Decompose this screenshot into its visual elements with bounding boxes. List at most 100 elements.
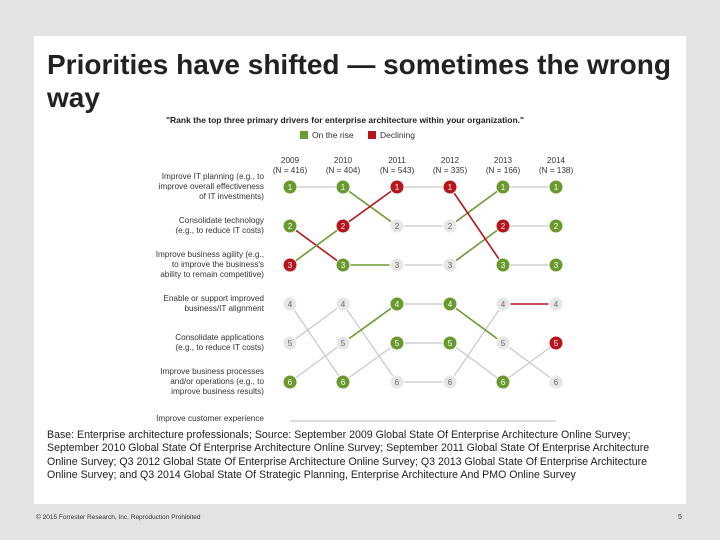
rank-number: 3: [395, 261, 400, 270]
rank-circle: [282, 296, 298, 312]
column-year: 2014: [546, 156, 566, 165]
rank-number: 4: [341, 300, 346, 309]
rank-number: 3: [448, 261, 453, 270]
series-line-segment: [289, 303, 344, 344]
rank-circle: [495, 179, 511, 195]
rank-number: 3: [501, 261, 506, 270]
row-label-line: ability to remain competitive): [160, 270, 264, 279]
row-label-line: Improve business agility (e.g.,: [155, 250, 264, 259]
row-label: Improve business processes and/or operati…: [160, 367, 264, 397]
copyright: © 2015 Forrester Research, Inc. Reproduc…: [36, 514, 201, 521]
rank-number: 5: [288, 339, 293, 348]
rank-number: 4: [395, 300, 400, 309]
series-line-segment: [449, 303, 504, 344]
column-year: 2011: [388, 156, 406, 165]
row-label-line: (e.g., to reduce IT costs): [175, 226, 264, 235]
row-label-line: improve business results): [171, 387, 264, 396]
row-label: Improve IT planning (e.g., to improve ove…: [159, 172, 264, 202]
column-year: 2009: [280, 156, 300, 165]
legend-item-declining: Declining: [368, 130, 415, 140]
rank-circle: [442, 179, 458, 195]
rank-circle: [495, 374, 511, 390]
chart-question: "Rank the top three primary drivers for …: [166, 115, 525, 125]
rank-number: 2: [448, 222, 453, 231]
column-n: (N = 416): [272, 166, 308, 175]
rank-number: 4: [288, 300, 293, 309]
rank-number: 6: [554, 378, 559, 387]
rank-circle: [442, 335, 458, 351]
series-line-segment: [289, 342, 344, 383]
row-label-line: Consolidate technology: [178, 216, 264, 225]
rank-number: 2: [554, 222, 559, 231]
rank-number: 5: [554, 339, 559, 348]
rank-number: 4: [554, 300, 559, 309]
rank-circle: [335, 257, 351, 273]
legend-item-rise: On the rise: [300, 130, 354, 140]
row-label-line: Consolidate applications: [175, 333, 264, 342]
legend-label-declining: Declining: [380, 130, 415, 140]
rank-number: 2: [288, 222, 293, 231]
rank-number: 5: [341, 339, 346, 348]
series-line-segment: [502, 342, 557, 383]
rank-number: 2: [501, 222, 506, 231]
column-n: (N = 335): [432, 166, 468, 175]
rank-circle: [442, 257, 458, 273]
rank-circle: [282, 257, 298, 273]
rank-circle: [282, 179, 298, 195]
rank-number: 4: [448, 300, 453, 309]
row-label-line: of IT investments): [199, 192, 264, 201]
rank-number: 6: [288, 378, 293, 387]
column-header-2009: 2009 (N = 416): [260, 156, 320, 176]
rank-number: 4: [501, 300, 506, 309]
column-header-2010: 2010 (N = 404): [313, 156, 373, 176]
rank-number: 1: [501, 183, 506, 192]
page-number: 5: [678, 514, 682, 521]
column-year: 2010: [333, 156, 353, 165]
rank-circle: [335, 374, 351, 390]
rank-circle: [282, 374, 298, 390]
rank-circle: [495, 335, 511, 351]
series-line-segment: [342, 303, 398, 344]
series-line-segment: [342, 186, 398, 227]
rank-number: 1: [395, 183, 400, 192]
column-n: (N = 138): [538, 166, 574, 175]
rank-number: 6: [448, 378, 453, 387]
rank-number: 5: [448, 339, 453, 348]
rank-number: 1: [448, 183, 453, 192]
column-n: (N = 404): [325, 166, 361, 175]
rank-circle: [335, 296, 351, 312]
rank-circle: [442, 374, 458, 390]
rank-circle: [389, 374, 405, 390]
rank-number: 6: [341, 378, 346, 387]
row-label: Improve business agility (e.g., to improv…: [156, 250, 264, 280]
row-label: Enable or support improved business/IT al…: [163, 294, 264, 314]
legend-label-rise: On the rise: [312, 130, 354, 140]
row-label: Consolidate technology (e.g., to reduce I…: [175, 216, 264, 236]
slide-title: Priorities have shifted — sometimes the …: [47, 49, 671, 113]
rank-number: 3: [554, 261, 559, 270]
slide-card: [34, 36, 686, 504]
rank-circle: [548, 296, 564, 312]
rank-number: 6: [501, 378, 506, 387]
column-header-2012: 2012 (N = 335): [420, 156, 480, 176]
rank-circle: [548, 179, 564, 195]
row-label: Consolidate applications (e.g., to reduce…: [175, 333, 264, 353]
base-note: Base: Enterprise architecture profession…: [47, 427, 677, 483]
column-year: 2012: [440, 156, 460, 165]
rank-number: 6: [395, 378, 400, 387]
rank-number: 2: [341, 222, 346, 231]
row-label-line: Enable or support improved: [163, 294, 264, 303]
row-label-line: to improve the business's: [171, 260, 264, 269]
row-label-line: Improve business processes: [160, 367, 264, 376]
rank-circle: [335, 179, 351, 195]
column-n: (N = 543): [379, 166, 415, 175]
series-line-segment: [342, 342, 398, 383]
rank-circle: [495, 296, 511, 312]
row-label-line: and/or operations (e.g., to: [170, 377, 264, 386]
rank-number: 2: [395, 222, 400, 231]
rank-number: 1: [341, 183, 346, 192]
row-label-line: (e.g., to reduce IT costs): [175, 343, 264, 352]
legend-swatch-rise: [300, 131, 308, 139]
rank-circle: [442, 296, 458, 312]
series-line-segment: [449, 303, 504, 383]
